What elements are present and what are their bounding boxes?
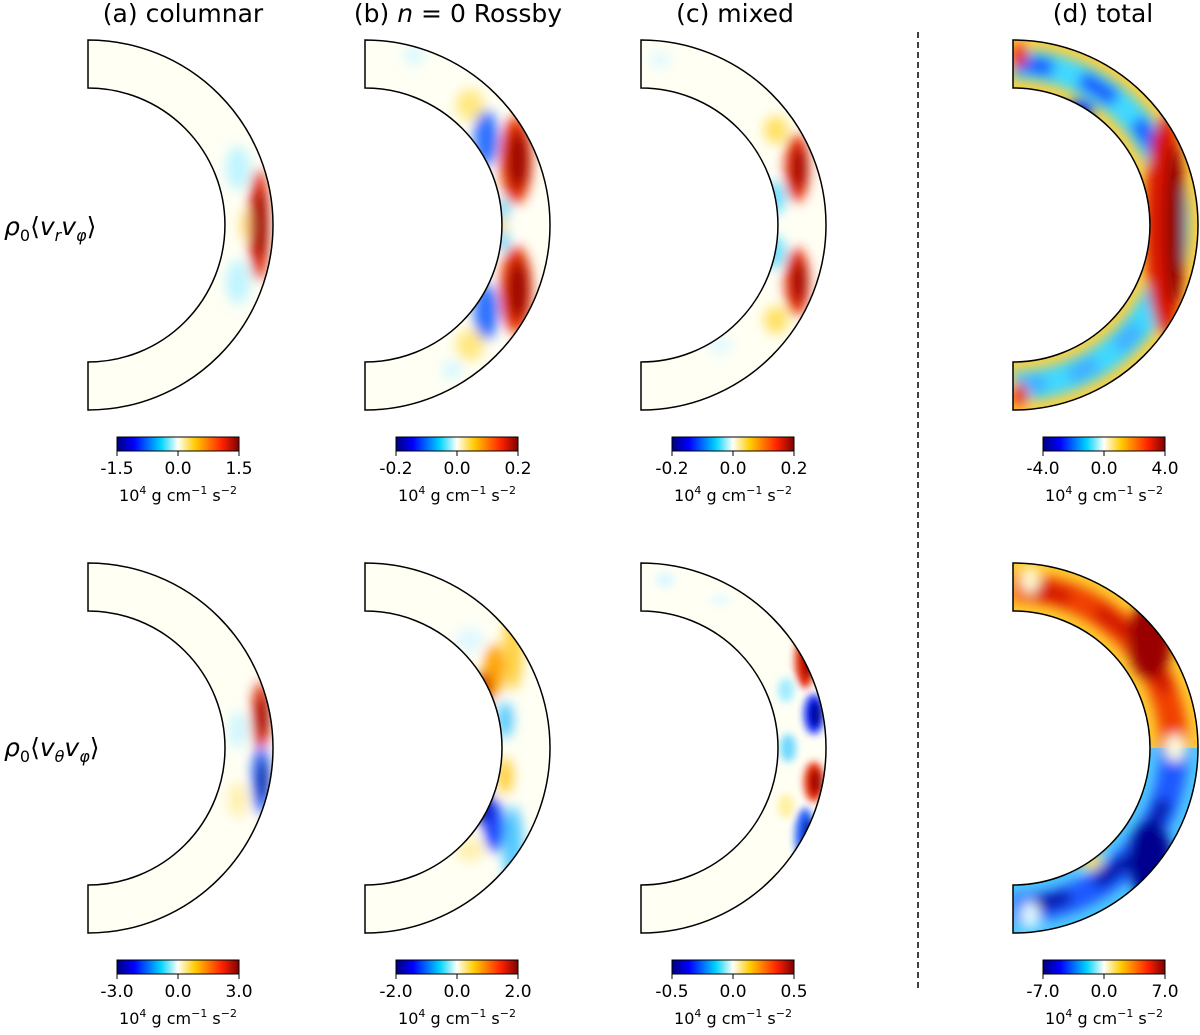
colorbar-mid-label: 0.0 (719, 459, 746, 479)
colorbar-unit-label: 104 g cm−1 s−2 (398, 1007, 516, 1028)
colorbar-unit-label: 104 g cm−1 s−2 (398, 484, 516, 505)
column-title-d: (d) total (1053, 0, 1154, 28)
colorbar-unit-label: 104 g cm−1 s−2 (119, 1007, 237, 1028)
colorbar-max-label: 0.2 (780, 459, 807, 479)
colorbar-min-label: -1.5 (100, 459, 133, 479)
colorbar-r1b: -0.2 0.0 0.2 104 g cm−1 s−2 (379, 436, 532, 505)
colorbar-max-label: 0.2 (504, 459, 531, 479)
colorbar-max-label: 1.5 (225, 459, 252, 479)
colorbar-mid-label: 0.0 (164, 459, 191, 479)
colorbar-gradient (671, 959, 795, 975)
colorbar-gradient (671, 436, 795, 452)
column-title-b: (b) n = 0 Rossby (354, 0, 562, 28)
row-label-vtheta-vphi: ρ0⟨vθvφ⟩ (4, 733, 100, 766)
colorbar-unit-label: 104 g cm−1 s−2 (674, 1007, 792, 1028)
colorbar-r2b: -2.0 0.0 2.0 104 g cm−1 s−2 (379, 959, 532, 1028)
colorbar-mid-label: 0.0 (1090, 982, 1117, 1002)
row-label-vr-vphi: ρ0⟨vrvφ⟩ (4, 212, 96, 245)
colorbar-gradient (395, 436, 519, 452)
colorbar-r2a: -3.0 0.0 3.0 104 g cm−1 s−2 (100, 959, 253, 1028)
colorbar-unit-label: 104 g cm−1 s−2 (1045, 1007, 1163, 1028)
colorbar-mid-label: 0.0 (443, 982, 470, 1002)
colorbar-unit-label: 104 g cm−1 s−2 (674, 484, 792, 505)
colorbar-max-label: 2.0 (504, 982, 531, 1002)
column-title-c: (c) mixed (676, 0, 794, 28)
colorbar-gradient (116, 959, 240, 975)
colorbar-min-label: -0.2 (655, 459, 688, 479)
colorbar-min-label: -0.5 (655, 982, 688, 1002)
colorbar-min-label: -3.0 (100, 982, 133, 1002)
colorbar-mid-label: 0.0 (1090, 459, 1117, 479)
colorbar-min-label: -0.2 (379, 459, 412, 479)
colorbar-max-label: 4.0 (1151, 459, 1178, 479)
colorbar-min-label: -7.0 (1026, 982, 1059, 1002)
colorbar-unit-label: 104 g cm−1 s−2 (119, 484, 237, 505)
colorbar-gradient (1042, 436, 1166, 452)
colorbar-gradient (116, 436, 240, 452)
colorbar-mid-label: 0.0 (719, 982, 746, 1002)
colorbar-min-label: -2.0 (379, 982, 412, 1002)
colorbar-r1a: -1.5 0.0 1.5 104 g cm−1 s−2 (100, 436, 253, 505)
colorbar-gradient (395, 959, 519, 975)
colorbar-mid-label: 0.0 (164, 982, 191, 1002)
colorbar-r2c: -0.5 0.0 0.5 104 g cm−1 s−2 (655, 959, 808, 1028)
colorbar-r2d: -7.0 0.0 7.0 104 g cm−1 s−2 (1026, 959, 1179, 1028)
colorbar-gradient (1042, 959, 1166, 975)
panel-r1b (364, 39, 551, 411)
colorbar-max-label: 0.5 (780, 982, 807, 1002)
colorbar-r1d: -4.0 0.0 4.0 104 g cm−1 s−2 (1026, 436, 1179, 505)
colorbar-mid-label: 0.0 (443, 459, 470, 479)
colorbar-r1c: -0.2 0.0 0.2 104 g cm−1 s−2 (655, 436, 808, 505)
panel-r2d (1012, 562, 1199, 934)
column-title-a: (a) columnar (103, 0, 264, 28)
panel-r1a (87, 39, 274, 411)
colorbar-max-label: 3.0 (225, 982, 252, 1002)
panel-r2a (87, 562, 274, 934)
panel-r1c (640, 39, 827, 411)
colorbar-unit-label: 104 g cm−1 s−2 (1045, 484, 1163, 505)
colorbar-min-label: -4.0 (1026, 459, 1059, 479)
panel-r1d (1012, 39, 1199, 411)
panel-r2b (364, 562, 551, 934)
colorbar-max-label: 7.0 (1151, 982, 1178, 1002)
panel-r2c (640, 562, 827, 934)
